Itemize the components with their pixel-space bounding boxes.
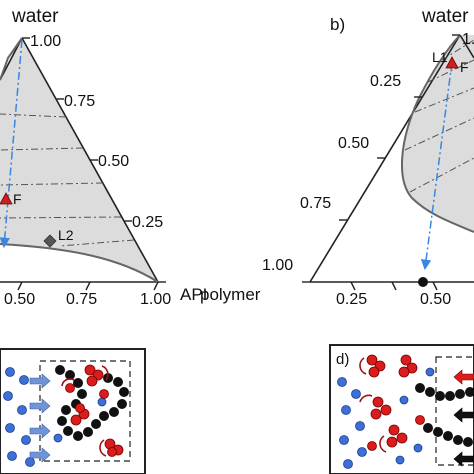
panel-d-api-arcs bbox=[359, 357, 387, 453]
left-ternary-diagram: water 1.00 0.75 0.50 0.25 0.50 0.75 1.00… bbox=[0, 6, 207, 308]
left-binodal-upper bbox=[0, 37, 23, 81]
panel-c-water-particles bbox=[3, 367, 107, 467]
panel-c-membrane bbox=[39, 360, 131, 462]
right-bottom-tick-025: 0.25 bbox=[336, 291, 367, 308]
panel-d-schematic: d) bbox=[329, 344, 474, 474]
right-tick-100: 1.00 bbox=[262, 257, 293, 274]
left-apex-label: water bbox=[11, 6, 59, 27]
panel-c-polymer-chains bbox=[55, 365, 129, 441]
panel-d-api-clusters bbox=[366, 354, 425, 451]
end-dot-icon bbox=[418, 277, 428, 287]
left-bottom-tick-075: 0.75 bbox=[66, 291, 97, 308]
left-left-edge bbox=[0, 37, 23, 81]
right-point-l1-label: L1 bbox=[432, 49, 448, 65]
left-bottom-tick-050: 0.50 bbox=[4, 291, 35, 308]
left-point-f-label: F bbox=[13, 191, 22, 207]
left-binodal-curve bbox=[0, 243, 159, 283]
right-apex-label: water bbox=[421, 6, 469, 27]
panel-d-water-particles bbox=[337, 367, 435, 469]
flow-arrow-icon bbox=[29, 373, 51, 463]
right-tick-025: 0.25 bbox=[370, 73, 401, 90]
right-binodal-curve bbox=[401, 34, 474, 233]
feed-triangle-icon bbox=[0, 192, 13, 205]
panel-c-api-clusters bbox=[65, 364, 124, 457]
right-apex-tick: 1.0 bbox=[462, 31, 474, 48]
right-operating-line bbox=[420, 61, 453, 271]
left-two-phase-region bbox=[0, 38, 158, 282]
left-tick-025: 0.25 bbox=[132, 214, 163, 231]
left-tie-lines bbox=[0, 113, 135, 247]
panel-d-frame bbox=[329, 344, 474, 474]
right-point-f-label: F bbox=[460, 59, 469, 75]
left-bottom-axis-label: API bbox=[180, 285, 207, 304]
left-bottom-tick-100: 1.00 bbox=[140, 291, 171, 308]
l2-diamond-icon bbox=[43, 234, 57, 248]
right-bottom-tick-050: 0.50 bbox=[420, 291, 451, 308]
right-tick-075: 0.75 bbox=[300, 195, 331, 212]
right-two-phase-region bbox=[401, 35, 474, 232]
left-tick-050: 0.50 bbox=[98, 153, 129, 170]
right-bottom-ticks bbox=[350, 281, 438, 291]
panel-c-schematic bbox=[0, 348, 146, 474]
left-point-l2-label: L2 bbox=[58, 227, 74, 243]
right-tie-lines bbox=[404, 39, 474, 193]
right-right-edge bbox=[459, 34, 474, 59]
left-bottom-ticks bbox=[17, 281, 159, 291]
panel-b-label: b) bbox=[330, 15, 345, 34]
right-left-edge-ticks bbox=[302, 34, 460, 283]
right-left-axis-label: polymer bbox=[200, 285, 261, 304]
left-tick-075: 0.75 bbox=[64, 93, 95, 110]
panel-d-polymer-chains bbox=[415, 383, 474, 447]
panel-c-api-arcs bbox=[61, 365, 109, 457]
panel-d-membrane bbox=[435, 356, 474, 466]
left-right-edge-ticks bbox=[22, 37, 166, 283]
right-ternary-diagram: b) wa bbox=[200, 6, 474, 308]
panel-d-label: d) bbox=[336, 351, 349, 368]
left-apex-tick: 1.00 bbox=[30, 33, 61, 50]
right-feed-triangle-icon bbox=[445, 56, 459, 69]
right-tick-050: 0.50 bbox=[338, 135, 369, 152]
panel-d-flow-arrows bbox=[453, 369, 474, 467]
left-operating-line bbox=[0, 39, 23, 249]
